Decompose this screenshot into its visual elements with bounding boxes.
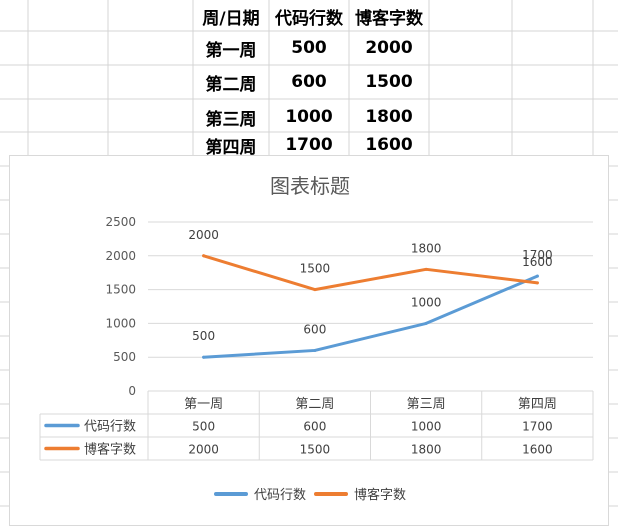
y-tick-label: 1500 [105, 283, 136, 297]
cell-blog-words[interactable]: 1600 [365, 135, 413, 155]
legend-item[interactable]: 博客字数 [314, 484, 406, 503]
table-cell-value: 1500 [300, 443, 331, 457]
y-tick-label: 0 [128, 384, 136, 398]
data-label: 1700 [522, 248, 553, 262]
data-point[interactable] [535, 274, 539, 278]
data-label: 1500 [300, 262, 331, 276]
chart-title[interactable]: 图表标题 [270, 174, 350, 198]
table-cell-value: 1700 [522, 420, 553, 434]
cell-code-lines[interactable]: 500 [291, 38, 327, 58]
x-tick-label: 第二周 [295, 397, 334, 412]
data-label: 1000 [411, 295, 442, 309]
table-cell-value: 500 [192, 420, 215, 434]
column-header-week[interactable]: 周/日期 [202, 8, 260, 29]
cell-week[interactable]: 第四周 [205, 137, 257, 158]
legend-swatch-code-lines [213, 491, 248, 496]
x-tick-label: 第四周 [518, 397, 557, 412]
data-point[interactable] [424, 267, 428, 271]
data-label: 2000 [188, 228, 219, 242]
table-series-name: 代码行数 [84, 420, 136, 435]
table-cell-value: 2000 [188, 443, 219, 457]
cell-code-lines[interactable]: 1700 [285, 135, 333, 155]
data-label: 1600 [522, 255, 553, 269]
y-tick-label: 500 [113, 350, 136, 364]
x-tick-label: 第三周 [407, 397, 446, 412]
cell-code-lines[interactable]: 600 [291, 72, 327, 92]
legend-swatch-blog-words [314, 491, 348, 496]
cell-week[interactable]: 第二周 [205, 74, 257, 95]
column-header-code-lines[interactable]: 代码行数 [275, 8, 343, 29]
legend-label: 博客字数 [354, 488, 407, 503]
data-label: 1800 [411, 241, 442, 255]
cell-week[interactable]: 第一周 [205, 40, 257, 61]
chart-legend[interactable]: 代码行数 博客字数 [10, 484, 610, 503]
legend-label: 代码行数 [253, 488, 306, 503]
data-point[interactable] [424, 321, 428, 325]
x-tick-label: 第一周 [184, 397, 223, 412]
data-point[interactable] [202, 254, 206, 258]
data-label: 600 [303, 322, 326, 336]
line-chart[interactable]: 图表标题 0 500 1000 1500 2000 2500 第一周 第二周 第三周 第四周代码行… [9, 155, 609, 526]
series-line[interactable] [202, 254, 539, 292]
column-header-blog-words[interactable]: 博客字数 [355, 8, 423, 29]
cell-blog-words[interactable]: 1500 [365, 72, 413, 92]
data-point[interactable] [535, 281, 539, 285]
table-cell-value: 1600 [522, 443, 553, 457]
cell-blog-words[interactable]: 2000 [365, 38, 413, 58]
table-cell-value: 1000 [411, 420, 442, 434]
table-cell-value: 600 [303, 420, 326, 434]
data-point[interactable] [313, 288, 317, 292]
cell-code-lines[interactable]: 1000 [285, 107, 333, 127]
table-series-name: 博客字数 [84, 442, 136, 458]
y-tick-label: 2500 [105, 215, 136, 229]
data-point[interactable] [313, 348, 317, 352]
cell-blog-words[interactable]: 1800 [365, 107, 413, 127]
series-line[interactable] [202, 274, 539, 359]
data-label: 500 [192, 329, 215, 343]
y-tick-label: 1000 [105, 316, 136, 330]
table-cell-value: 1800 [411, 443, 442, 457]
legend-item[interactable]: 代码行数 [213, 484, 306, 503]
cell-week[interactable]: 第三周 [205, 109, 257, 130]
y-tick-label: 2000 [105, 249, 136, 263]
data-point[interactable] [202, 355, 206, 359]
